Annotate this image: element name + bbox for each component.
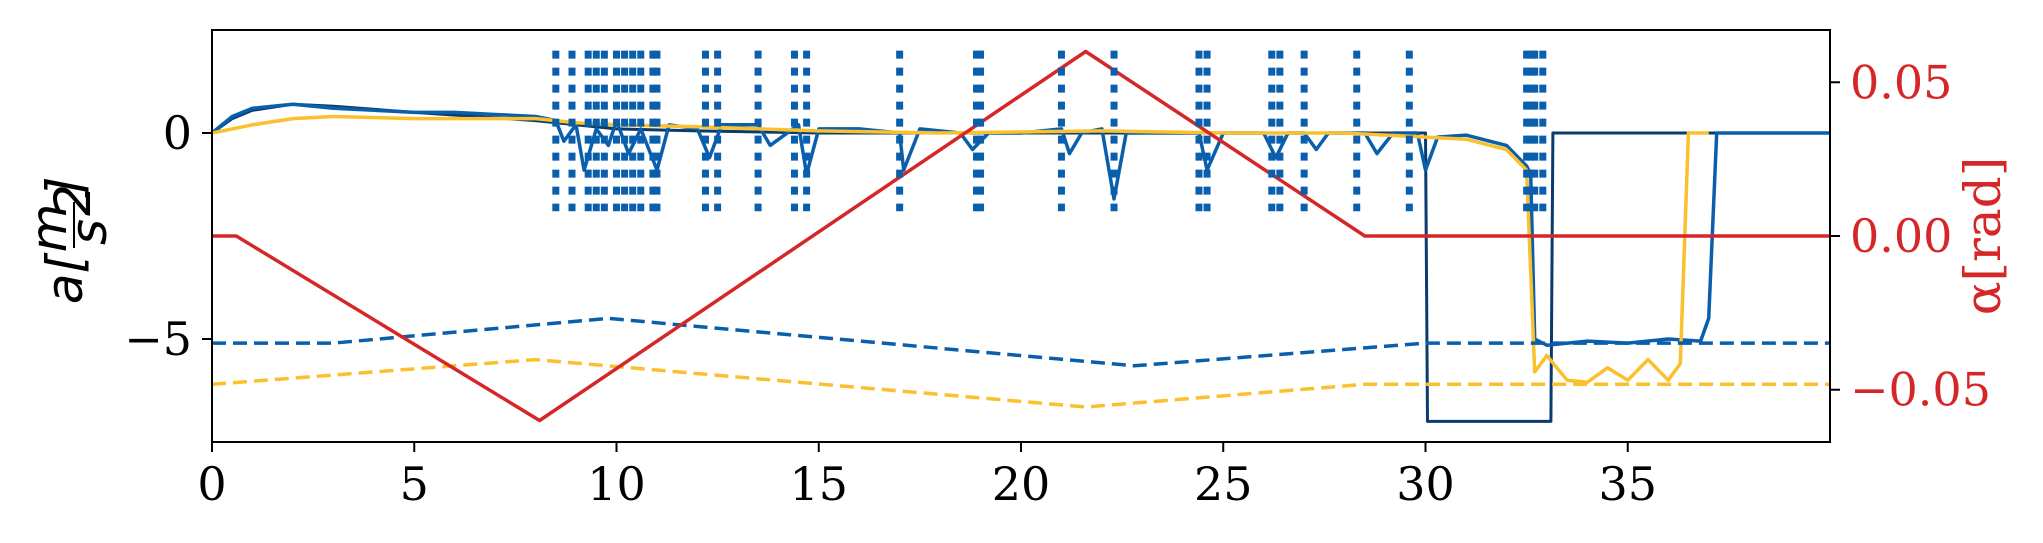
y-left-tick-label-1: −5: [124, 312, 192, 366]
y-right-tick-label-0: 0.05: [1850, 55, 1952, 109]
y-left-tick-label-0: 0: [163, 106, 192, 160]
series-line-1-dark_blue-solid: [212, 102, 1830, 423]
x-tick-label-3: 15: [789, 457, 848, 511]
series-line-2-blue-solid: [212, 102, 1830, 347]
x-tick-label-5: 25: [1194, 457, 1253, 511]
x-tick-label-4: 20: [992, 457, 1051, 511]
y-right-tick-label-1: 0.00: [1850, 209, 1952, 263]
y-label-left-base: a[: [36, 253, 94, 305]
series-line-6-red-solid: [212, 49, 1830, 423]
y-axis-label-right: α[rad]: [1954, 157, 2012, 316]
y-label-left-close: ]: [36, 176, 94, 198]
series-line-5-yellow-dashed: [212, 357, 1830, 409]
x-tick-label-0: 0: [197, 457, 226, 511]
series-layer: [212, 49, 1830, 423]
x-tick-label-7: 35: [1598, 457, 1657, 511]
y-right-tick-label-2: −0.05: [1850, 363, 1991, 417]
x-tick-label-1: 5: [400, 457, 429, 511]
x-tick-label-6: 30: [1396, 457, 1455, 511]
y-label-left-num: m: [20, 204, 78, 253]
axes-layer: [202, 29, 1840, 452]
series-line-3-yellow-solid: [212, 114, 1709, 385]
x-tick-label-2: 10: [587, 457, 646, 511]
y-label-left-exp: 2: [44, 184, 102, 216]
y-axis-label-left: a[ms 2]: [20, 176, 118, 304]
series-line-4-blue-dashed: [212, 316, 1830, 368]
labels-layer: 0 5 10 15 20 25 30 35 0 −5 0.05 0.00 −0.05 a[ms 2] α[ra…: [20, 55, 2012, 511]
y-label-left-den: s: [60, 219, 118, 245]
